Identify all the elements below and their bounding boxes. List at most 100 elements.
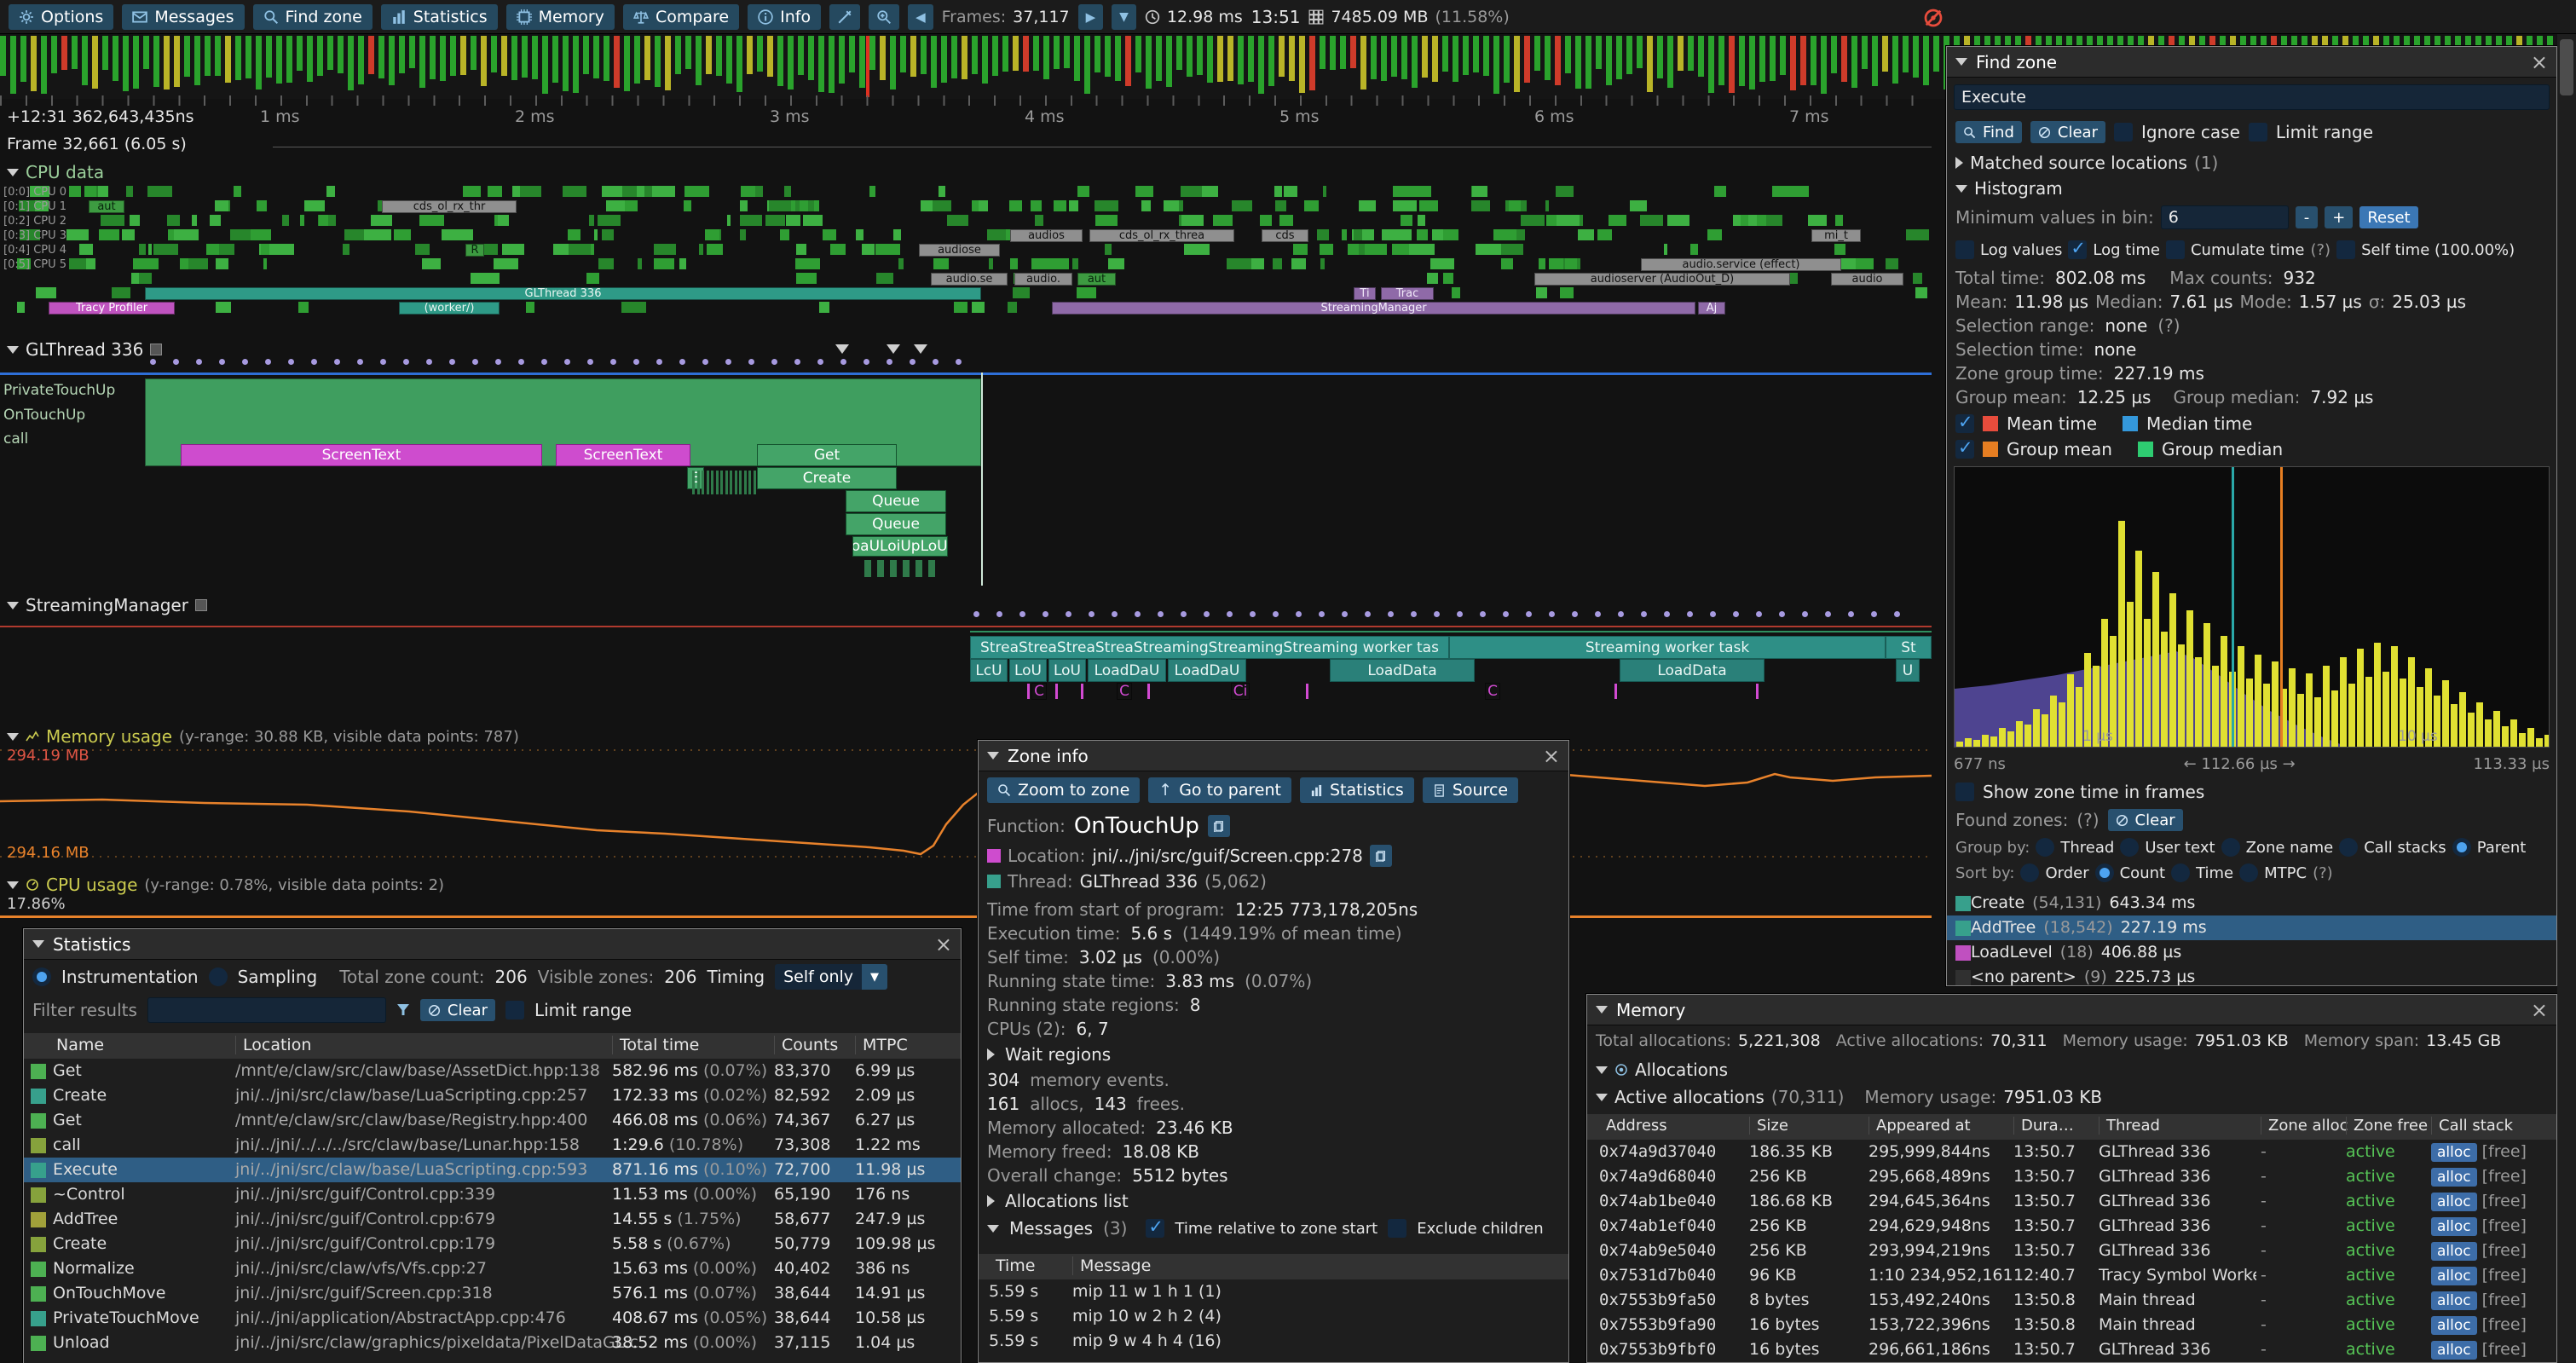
alloc-chip[interactable]: alloc	[2431, 1340, 2477, 1360]
allocation-row[interactable]: 0x74ab1be040 186.68 KB 294,645,364ns 13:…	[1587, 1189, 2556, 1214]
statistics-table-header[interactable]: Name Location Total time Counts MTPC	[24, 1033, 961, 1059]
free-link[interactable]: [free]	[2481, 1291, 2527, 1309]
collapse-icon[interactable]	[7, 168, 19, 176]
zone[interactable]: LcU	[970, 659, 1008, 682]
zoom-tool-button[interactable]	[869, 3, 900, 30]
timing-dropdown[interactable]: Self only ▼	[775, 964, 888, 990]
show-frames-checkbox[interactable]	[1955, 783, 1974, 801]
zone[interactable]: U	[1896, 659, 1920, 682]
glthread-header[interactable]: GLThread 336	[7, 339, 163, 360]
zone[interactable]: Ci	[1231, 683, 1250, 700]
free-link[interactable]: [free]	[2481, 1241, 2527, 1260]
statistics-titlebar[interactable]: Statistics ×	[24, 929, 961, 960]
free-link[interactable]: [free]	[2481, 1266, 2527, 1285]
matched-locations-row[interactable]: Matched source locations (1)	[1947, 151, 2227, 175]
zone[interactable]: E	[687, 467, 704, 489]
allocation-row[interactable]: 0x74a9d68040 256 KB 295,668,489ns 13:50.…	[1587, 1164, 2556, 1189]
zone[interactable]: cds_ol_rx_threa	[1089, 229, 1234, 242]
source-button[interactable]: Source	[1422, 777, 1519, 803]
col-name[interactable]: Name	[56, 1036, 105, 1054]
copy-button[interactable]	[1369, 845, 1392, 867]
histogram-section-row[interactable]: Histogram	[1947, 176, 2071, 200]
zone[interactable]: Aj	[1698, 302, 1725, 315]
collapse-icon[interactable]	[7, 732, 19, 741]
zone[interactable]: audioserver (AudioOut_D)	[1534, 273, 1790, 286]
zone[interactable]: ScreenText	[181, 444, 542, 466]
frame-select-button[interactable]: ▼	[1112, 3, 1136, 30]
collapse-icon[interactable]	[7, 345, 19, 354]
help-icon[interactable]: (?)	[2157, 315, 2180, 336]
memory-button[interactable]: Memory	[505, 3, 615, 30]
col-appeared[interactable]: Appeared at	[1868, 1117, 1971, 1135]
find-button[interactable]: Find	[1955, 121, 2022, 143]
group-user-text-radio[interactable]	[2120, 838, 2140, 857]
log-values-checkbox[interactable]	[1955, 240, 1974, 259]
zone[interactable]: LoadDaU	[1168, 659, 1246, 682]
found-zone-row[interactable]: AddTree (18,542) 227.19 ms	[1947, 915, 2556, 940]
compare-button[interactable]: Compare	[622, 3, 740, 30]
table-row[interactable]: call jni/../jni/../../../src/claw/base/L…	[24, 1133, 961, 1158]
zone[interactable]: R	[465, 244, 484, 257]
zone-marker-icon[interactable]	[835, 344, 849, 361]
col-call-stack[interactable]: Call stack	[2431, 1117, 2513, 1135]
find-zone-button[interactable]: Find zone	[252, 3, 373, 30]
table-row[interactable]: Get /mnt/e/claw/src/claw/base/Registry.h…	[24, 1108, 961, 1133]
table-row[interactable]: Get /mnt/e/claw/src/claw/base/AssetDict.…	[24, 1059, 961, 1083]
col-zone-alloc[interactable]: Zone alloc	[2261, 1117, 2348, 1135]
col-time[interactable]: Time	[996, 1256, 1036, 1275]
collapse-icon[interactable]	[7, 601, 19, 609]
zone[interactable]: LoadDaU	[1088, 659, 1166, 682]
zone[interactable]: Trac	[1381, 287, 1434, 300]
zone[interactable]: audio.se	[931, 273, 1008, 286]
zone[interactable]: audio	[1831, 273, 1903, 286]
cpu-data-header[interactable]: CPU data	[7, 162, 104, 182]
collapse-icon[interactable]	[1955, 184, 1967, 193]
help-icon[interactable]: (?)	[2313, 863, 2333, 882]
zone-marker-icon[interactable]	[914, 344, 927, 361]
increment-button[interactable]: +	[2325, 206, 2354, 228]
free-link[interactable]: [free]	[2481, 1192, 2527, 1210]
alloc-chip[interactable]: alloc	[2431, 1291, 2477, 1310]
group-call-stacks-radio[interactable]	[2339, 838, 2359, 857]
zone[interactable]: GLThread 336	[145, 287, 981, 300]
mean-median-checkbox[interactable]	[1955, 412, 1974, 433]
collapse-icon[interactable]	[32, 940, 44, 948]
zone[interactable]: LoU	[1009, 659, 1047, 682]
allocation-row[interactable]: 0x7553b9fa90 16 bytes 153,722,396ns 13:5…	[1587, 1313, 2556, 1337]
collapse-icon[interactable]	[987, 752, 999, 759]
zone[interactable]: LoadData	[1330, 659, 1475, 682]
col-total-time[interactable]: Total time	[612, 1036, 699, 1054]
clear-filter-button[interactable]: Clear	[419, 999, 495, 1021]
zone-time-histogram[interactable]: 1 µs 10 µs	[1954, 466, 2550, 748]
table-row[interactable]: Normalize jni/../jni/src/claw/vfs/Vfs.cp…	[24, 1256, 961, 1281]
clear-button[interactable]: Clear	[2030, 121, 2105, 143]
allocation-row[interactable]: 0x7531d7b040 96 KB 1:10 234,952,161 12:4…	[1587, 1263, 2556, 1288]
collapse-icon[interactable]	[1596, 1006, 1608, 1014]
zone-info-titlebar[interactable]: Zone info ×	[979, 741, 1568, 771]
zone[interactable]: (worker/)	[399, 302, 500, 315]
zone[interactable]: Create	[757, 467, 897, 489]
ignore-case-checkbox[interactable]	[2113, 123, 2133, 141]
zone-marker-icon[interactable]	[887, 344, 900, 361]
expand-icon[interactable]	[987, 1048, 995, 1060]
zone[interactable]: LoaULoiUpLoUp	[852, 536, 948, 557]
statistics-button[interactable]: Statistics	[380, 3, 498, 30]
zone[interactable]: audiose	[919, 244, 1000, 257]
go-to-parent-button[interactable]: ↑ Go to parent	[1148, 777, 1291, 803]
cpu-plot-header[interactable]: CPU usage (y-range: 0.78%, visible data …	[7, 875, 444, 895]
thread-options-icon[interactable]	[194, 599, 207, 611]
zone[interactable]: ScreenText	[556, 444, 690, 466]
collapse-icon[interactable]	[987, 1224, 999, 1233]
time-relative-checkbox[interactable]	[1146, 1216, 1165, 1238]
zone[interactable]: Queue	[846, 490, 946, 512]
alloc-chip[interactable]: alloc	[2431, 1315, 2477, 1335]
collapse-icon[interactable]	[7, 881, 19, 889]
col-message[interactable]: Message	[1072, 1256, 1151, 1275]
alloc-chip[interactable]: alloc	[2431, 1266, 2477, 1285]
col-counts[interactable]: Counts	[774, 1036, 838, 1054]
instrumentation-radio[interactable]	[32, 967, 51, 986]
active-allocations-section-row[interactable]: Active allocations (70,311) Memory usage…	[1587, 1083, 2556, 1111]
alloc-chip[interactable]: alloc	[2431, 1216, 2477, 1236]
limit-range-checkbox[interactable]	[505, 1001, 524, 1019]
sort-mtpc-radio[interactable]	[2239, 863, 2259, 882]
